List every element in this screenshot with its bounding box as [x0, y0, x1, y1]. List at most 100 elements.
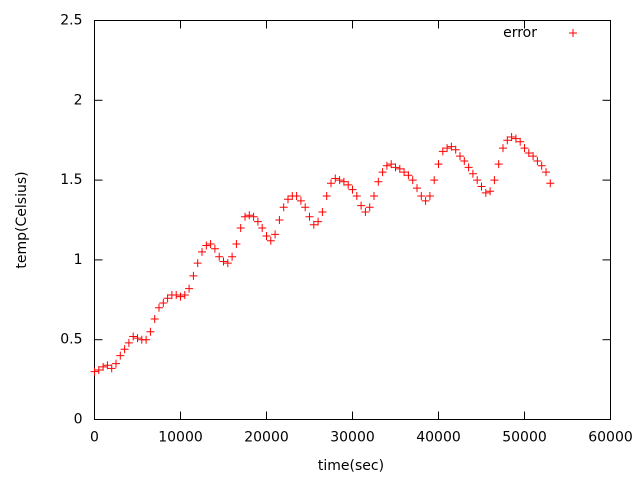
point [404, 171, 413, 180]
x-tick-label: 60000 [588, 430, 633, 446]
point [481, 188, 490, 197]
point [477, 182, 486, 191]
point [400, 168, 409, 177]
point [146, 327, 155, 336]
point [352, 192, 361, 201]
point [318, 208, 327, 217]
point [382, 161, 391, 170]
point [322, 192, 331, 201]
point [357, 201, 366, 210]
point [172, 291, 181, 300]
point [232, 239, 241, 248]
point [301, 203, 310, 212]
point [296, 196, 305, 205]
point [447, 142, 456, 151]
point [490, 176, 499, 185]
point [443, 144, 452, 153]
point [210, 244, 219, 253]
point [309, 220, 318, 229]
point [193, 259, 202, 268]
point [499, 144, 507, 153]
point [314, 217, 323, 226]
point [486, 187, 495, 196]
point [395, 164, 404, 173]
point [438, 147, 447, 156]
point [391, 163, 400, 172]
y-tick-label: 1.5 [60, 172, 82, 188]
plot-border [94, 20, 611, 420]
point [434, 160, 443, 169]
point [258, 223, 267, 232]
point [335, 176, 344, 185]
point [245, 211, 254, 220]
y-tick-label: 0 [74, 412, 83, 428]
point [107, 364, 116, 373]
point [305, 212, 314, 221]
point [425, 192, 434, 201]
point [284, 195, 292, 204]
point [241, 212, 249, 221]
point [202, 241, 211, 250]
point [228, 252, 237, 261]
point [266, 236, 275, 245]
x-tick-label: 0 [90, 430, 99, 446]
point [516, 137, 525, 146]
point [365, 203, 374, 212]
point [133, 334, 142, 343]
point [198, 247, 206, 256]
y-axis-label: temp(Celsius) [14, 171, 30, 268]
x-tick-label: 30000 [330, 430, 375, 446]
point [387, 160, 396, 169]
point [331, 174, 340, 183]
point [223, 259, 232, 268]
point [507, 133, 516, 142]
point [112, 359, 120, 368]
point [520, 144, 529, 153]
point [413, 184, 421, 193]
y-tick-label: 0.5 [60, 332, 82, 348]
legend-label: error [503, 25, 537, 41]
point [159, 298, 168, 307]
point [219, 257, 228, 266]
point [142, 335, 151, 344]
point [103, 361, 112, 370]
point [275, 216, 284, 224]
point [124, 338, 133, 347]
point [460, 156, 469, 165]
point [542, 168, 550, 177]
point [361, 208, 370, 217]
point [249, 212, 258, 221]
point [378, 168, 387, 177]
point [116, 351, 125, 360]
point [262, 231, 271, 240]
point [408, 176, 417, 185]
point [150, 314, 159, 323]
point [537, 161, 546, 170]
point [344, 180, 353, 189]
point [451, 145, 460, 154]
y-tick-label: 2 [74, 92, 83, 108]
point [176, 292, 185, 301]
point [327, 179, 335, 188]
point [189, 271, 198, 280]
x-tick-label: 50000 [502, 430, 547, 446]
point [90, 367, 99, 376]
point [464, 163, 473, 172]
point [473, 176, 482, 185]
point [529, 152, 538, 161]
y-tick-label: 1 [74, 252, 83, 268]
point [236, 223, 245, 232]
point [546, 179, 555, 188]
x-axis-label: time(sec) [318, 458, 384, 474]
point [253, 217, 262, 226]
point [524, 148, 533, 157]
x-tick-label: 20000 [244, 430, 289, 446]
point [155, 303, 163, 312]
legend-marker [569, 29, 577, 37]
point [374, 177, 383, 186]
point [120, 345, 129, 354]
point [185, 284, 194, 293]
point [271, 230, 280, 239]
point [292, 192, 301, 201]
